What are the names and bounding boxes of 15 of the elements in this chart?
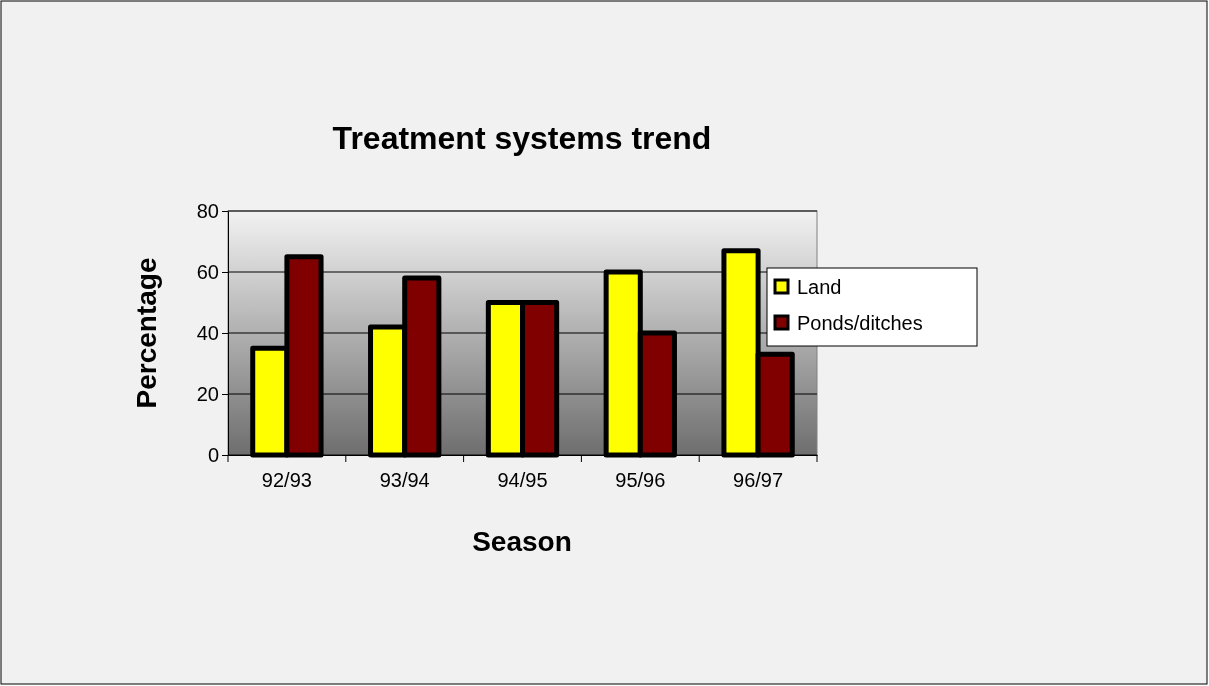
x-tick-label: 93/94 (379, 469, 430, 492)
legend-label: Ponds/ditches (797, 312, 923, 334)
x-tick-label: 94/95 (497, 469, 548, 492)
y-tick-label: 0 (207, 443, 219, 466)
x-tick-label: 92/93 (261, 469, 312, 492)
x-tick-label: 95/96 (615, 469, 666, 492)
y-tick-label: 20 (196, 382, 219, 405)
y-tick-label: 60 (196, 260, 219, 283)
x-axis-title: Season (472, 526, 572, 557)
x-tick-label: 96/97 (733, 469, 784, 492)
y-axis-title: Percentage (131, 257, 162, 409)
chart-title: Treatment systems trend (332, 120, 712, 156)
y-tick-label: 40 (196, 321, 219, 344)
y-tick-label: 80 (196, 199, 219, 222)
legend-label: Land (797, 276, 842, 298)
